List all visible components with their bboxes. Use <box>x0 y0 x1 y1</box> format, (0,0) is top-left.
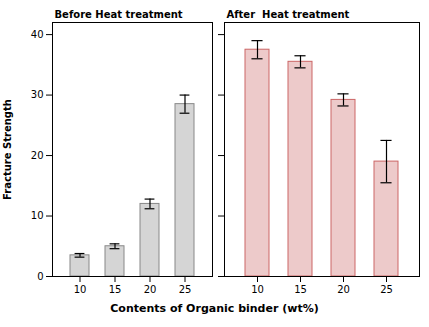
svg-text:10: 10 <box>31 210 44 221</box>
svg-text:15: 15 <box>294 284 307 295</box>
svg-text:25: 25 <box>179 284 192 295</box>
svg-text:30: 30 <box>31 89 44 100</box>
svg-text:0: 0 <box>37 271 43 282</box>
svg-text:After Heat treatment: After Heat treatment <box>227 9 350 20</box>
svg-text:20: 20 <box>144 284 157 295</box>
svg-text:15: 15 <box>109 284 122 295</box>
svg-text:20: 20 <box>31 150 44 161</box>
svg-text:10: 10 <box>251 284 264 295</box>
svg-text:Before Heat treatment: Before Heat treatment <box>55 9 183 20</box>
svg-text:Fracture Strength: Fracture Strength <box>2 99 13 200</box>
svg-text:40: 40 <box>31 29 44 40</box>
html-text:Contents of Organic binder (wt: Contents of Organic binder (wt%) <box>110 302 319 315</box>
svg-text:20: 20 <box>337 284 350 295</box>
svg-text:10: 10 <box>74 284 87 295</box>
svg-text:25: 25 <box>380 284 393 295</box>
